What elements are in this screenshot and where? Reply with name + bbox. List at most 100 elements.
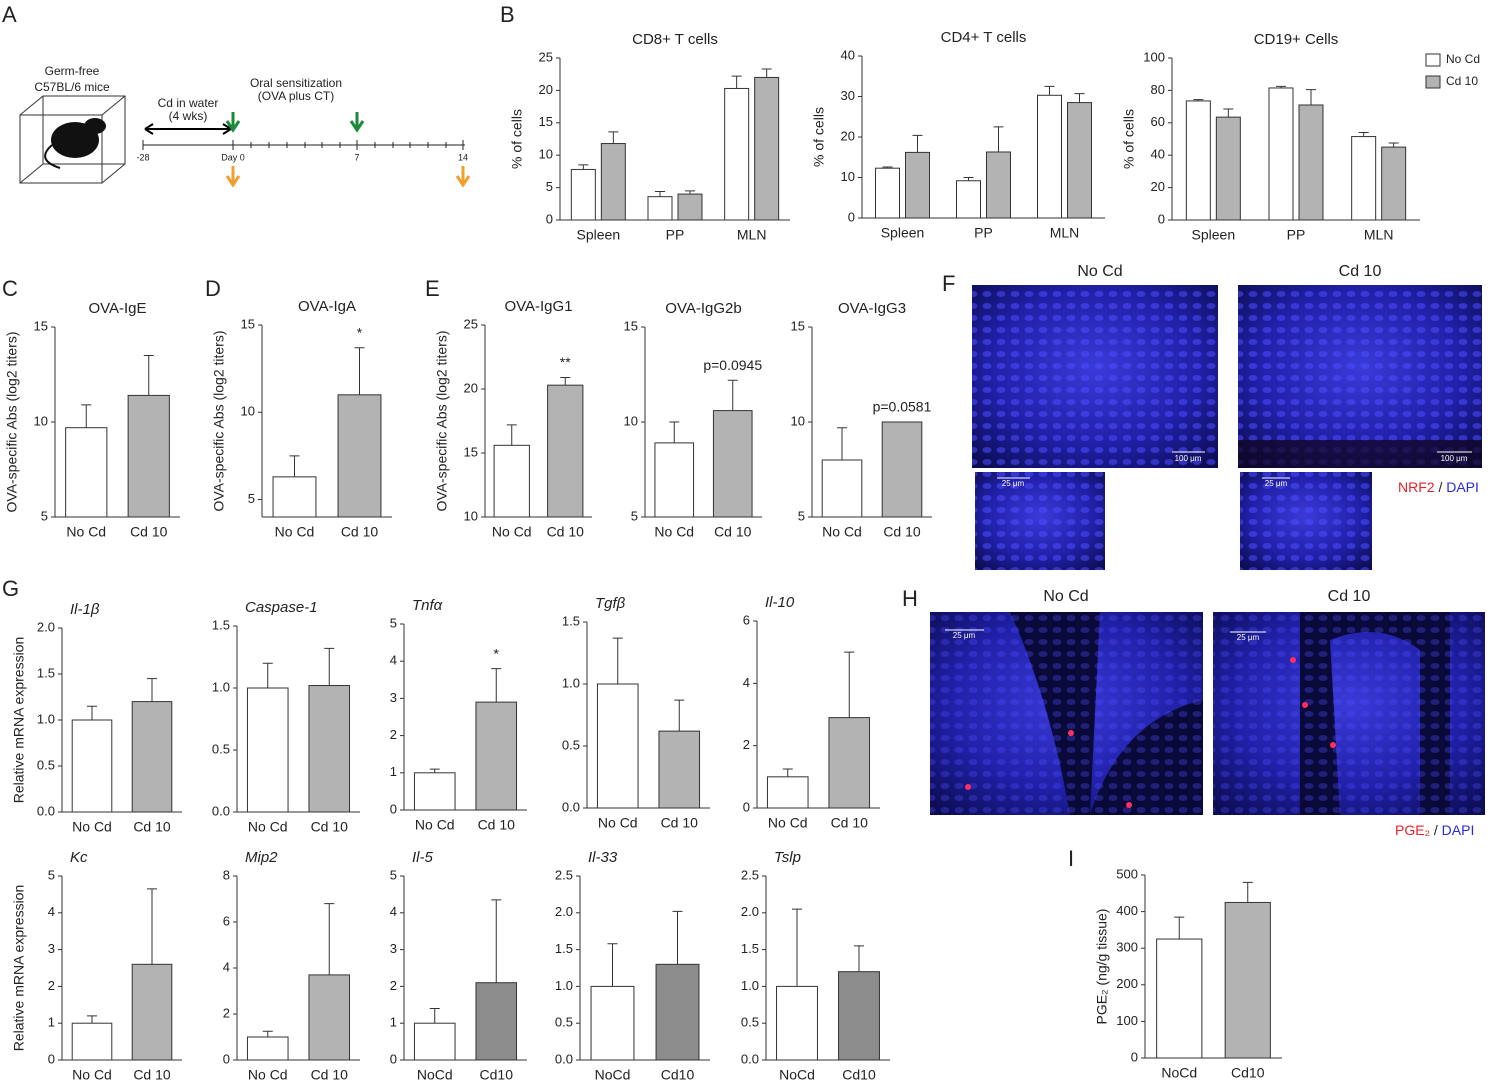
error-bar bbox=[882, 166, 893, 169]
chart: 5 10 15 OVA-IgE OVA-specific Abs (log2 titer… bbox=[4, 300, 180, 540]
error-bar bbox=[491, 899, 502, 983]
sampling-arrow bbox=[455, 166, 471, 188]
y-tick-label: 1.5 bbox=[562, 613, 580, 628]
panel-label: D bbox=[205, 276, 221, 301]
chart: 0 1 2 3 4 5 Il-5 NoCd Cd10 bbox=[390, 849, 527, 1083]
chart-title: OVA-IgG1 bbox=[504, 298, 572, 315]
bar bbox=[475, 701, 518, 811]
schematic bbox=[19, 95, 471, 188]
bar bbox=[413, 1022, 456, 1061]
y-tick-label: 15 bbox=[624, 318, 638, 333]
y-axis-label: OVA-specific Abs (log2 titers) bbox=[211, 330, 227, 511]
bar bbox=[65, 427, 108, 518]
bar bbox=[1268, 87, 1294, 221]
y-tick-label: 1.0 bbox=[555, 978, 573, 993]
chart-title: Kc bbox=[70, 849, 88, 866]
y-tick-label: 4 bbox=[48, 904, 55, 919]
y-tick-label: 25 bbox=[539, 49, 553, 64]
stain-separator: / bbox=[1434, 822, 1438, 838]
error-bar bbox=[506, 424, 517, 446]
y-tick-label: 0.5 bbox=[562, 737, 580, 752]
bar bbox=[246, 687, 289, 813]
error-bar bbox=[674, 699, 685, 732]
chart-title: Tslp bbox=[774, 849, 801, 866]
panel-label: A bbox=[2, 2, 17, 27]
y-tick-label: 5 bbox=[546, 179, 553, 194]
error-bar bbox=[672, 910, 683, 965]
panel-label: F bbox=[942, 271, 955, 296]
sensitization-arrow bbox=[225, 112, 241, 133]
bar bbox=[1067, 102, 1092, 219]
y-tick-label: 2 bbox=[48, 978, 55, 993]
x-tick-label: Cd 10 bbox=[661, 815, 699, 831]
error-bar bbox=[1223, 108, 1234, 118]
y-tick-label: 0 bbox=[1131, 1049, 1138, 1064]
y-tick-label: 0.5 bbox=[37, 757, 55, 772]
y-tick-label: 0.5 bbox=[212, 741, 230, 756]
chart: 0 5 10 15 20 25 CD8+ T cells % of cells Spleen PP… bbox=[509, 31, 790, 243]
chart-title: Tgfβ bbox=[595, 595, 626, 612]
y-tick-label: 1.5 bbox=[37, 665, 55, 680]
bar bbox=[131, 963, 173, 1061]
scale-label: 25 μm bbox=[1237, 633, 1260, 642]
x-tick-label: Cd 10 bbox=[547, 524, 585, 540]
y-tick-label: 20 bbox=[841, 128, 855, 143]
y-tick-label: 2 bbox=[390, 978, 397, 993]
error-bar bbox=[262, 662, 273, 688]
error-bar bbox=[607, 943, 618, 987]
x-tick-label: PP bbox=[1287, 227, 1306, 243]
x-tick-label: No Cd bbox=[248, 1067, 288, 1083]
chart-title: CD4+ T cells bbox=[941, 29, 1027, 46]
exposure-arrow bbox=[144, 123, 232, 135]
schematic-text: Germ-free bbox=[45, 64, 100, 78]
y-tick-label: 40 bbox=[1151, 147, 1165, 162]
bar bbox=[1298, 104, 1324, 221]
stain-counter: DAPI bbox=[1442, 822, 1475, 838]
bar bbox=[875, 167, 900, 219]
y-tick-label: 5 bbox=[248, 491, 255, 506]
x-tick-label: Cd 10 bbox=[133, 819, 171, 835]
bar bbox=[905, 151, 930, 219]
annotation: ** bbox=[560, 354, 571, 370]
chart-title: Tnfα bbox=[412, 597, 443, 614]
y-tick-label: 1.0 bbox=[741, 978, 759, 993]
error-bar bbox=[1242, 881, 1253, 903]
schematic-text: (OVA plus CT) bbox=[258, 89, 334, 103]
y-tick-label: 0.0 bbox=[555, 1051, 573, 1066]
y-tick-label: 2 bbox=[390, 727, 397, 742]
chart: 5 10 15 OVA-IgG3 No Cd Cd 10 p=0.0581 bbox=[791, 300, 932, 540]
error-bar bbox=[844, 651, 855, 718]
bar bbox=[308, 974, 351, 1061]
bar bbox=[272, 476, 317, 518]
chart: 0.0 0.5 1.0 1.5 2.0 2.5 Tslp NoCd Cd10 bbox=[741, 849, 890, 1083]
y-tick-label: 10 bbox=[539, 147, 553, 162]
bar bbox=[838, 971, 880, 1061]
y-tick-label: 3 bbox=[390, 690, 397, 705]
chart: 0.0 0.5 1.0 1.5 2.0 2.5 Il-33 NoCd Cd10 bbox=[555, 849, 710, 1083]
y-tick-label: 40 bbox=[841, 47, 855, 62]
chart: 0 10 20 30 40 CD4+ T cells % of cells Spleen PP M… bbox=[811, 29, 1105, 241]
y-tick-label: 15 bbox=[464, 444, 478, 459]
bar bbox=[677, 193, 703, 221]
y-tick-label: 100 bbox=[1143, 49, 1165, 64]
stain-legend: NRF2 / DAPI bbox=[1398, 479, 1479, 495]
x-tick-label: Cd 10 bbox=[311, 819, 349, 835]
x-tick-label: Cd 10 bbox=[883, 524, 921, 540]
error-bar bbox=[87, 1015, 97, 1024]
y-tick-label: 3 bbox=[390, 941, 397, 956]
y-axis-label: % of cells bbox=[1121, 109, 1137, 169]
bar bbox=[547, 384, 584, 518]
bar bbox=[475, 982, 518, 1061]
panel-label: I bbox=[1068, 846, 1074, 871]
error-bar bbox=[993, 126, 1004, 152]
chart: 0.0 0.5 1.0 1.5 Caspase-1 No Cd Cd 10 bbox=[212, 599, 360, 835]
chart-title: OVA-IgE bbox=[88, 300, 146, 317]
y-tick-label: 0 bbox=[48, 1051, 55, 1066]
error-bar bbox=[963, 177, 974, 181]
y-tick-label: 30 bbox=[841, 88, 855, 103]
chart-title: Caspase-1 bbox=[245, 599, 318, 616]
y-tick-label: 200 bbox=[1116, 976, 1138, 991]
sampling-arrow bbox=[225, 166, 241, 188]
y-tick-label: 2.0 bbox=[741, 904, 759, 919]
y-tick-label: 300 bbox=[1116, 940, 1138, 955]
